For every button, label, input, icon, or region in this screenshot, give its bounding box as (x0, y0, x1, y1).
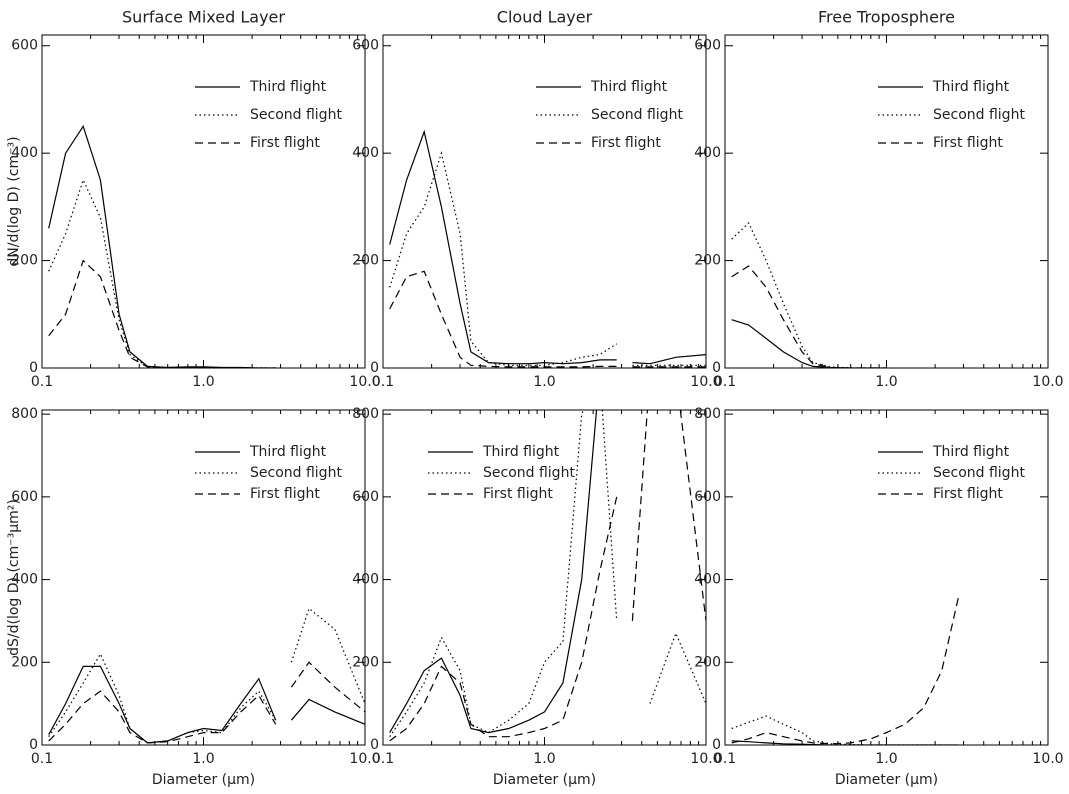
series-line (731, 715, 942, 745)
x-tick-label: 1.0 (533, 751, 555, 767)
y-tick-label: 600 (352, 38, 379, 54)
y-tick-label: 600 (694, 38, 721, 54)
y-axis-label: dS/d(log D) (cm⁻³µm²) (6, 499, 22, 656)
x-tick-label: 10.0 (1032, 751, 1063, 767)
panel-title: Cloud Layer (497, 8, 593, 27)
x-tick-label: 1.0 (192, 751, 214, 767)
series-line (731, 265, 887, 368)
x-axis-label: Diameter (µm) (493, 772, 596, 788)
y-tick-label: 400 (694, 572, 721, 588)
y-axis-label: dN/d(log D) (cm⁻³) (6, 136, 22, 266)
y-tick-label: 800 (11, 406, 38, 422)
x-tick-label: 10.0 (690, 751, 721, 767)
series-line (731, 319, 887, 368)
plot-frame (382, 409, 707, 746)
y-tick-label: 0 (370, 360, 379, 376)
legend-label: Third flight (932, 444, 1010, 460)
plot-frame (724, 409, 1049, 746)
y-tick-label: 0 (29, 360, 38, 376)
y-tick-label: 400 (352, 572, 379, 588)
series-line (389, 129, 706, 365)
y-tick-label: 600 (11, 489, 38, 505)
series-line (48, 124, 276, 368)
legend-label: Second flight (250, 465, 342, 481)
legend-label: First flight (483, 486, 553, 502)
series-line (48, 661, 365, 744)
x-tick-label: 0.1 (714, 374, 736, 390)
series-line (731, 595, 960, 745)
x-tick-label: 10.0 (349, 751, 380, 767)
legend-label: First flight (933, 486, 1003, 502)
panel-title: Surface Mixed Layer (122, 8, 285, 27)
x-tick-label: 0.1 (714, 751, 736, 767)
legend-label: Third flight (249, 79, 327, 95)
legend-label: Second flight (483, 465, 575, 481)
y-tick-label: 0 (370, 737, 379, 753)
legend-label: First flight (250, 135, 320, 151)
legend-label: Third flight (590, 79, 668, 95)
plot-frame (41, 409, 366, 746)
series-line (389, 410, 706, 742)
y-tick-label: 200 (352, 253, 379, 269)
series-line (389, 270, 706, 368)
y-tick-label: 200 (352, 654, 379, 670)
y-tick-label: 600 (694, 489, 721, 505)
x-tick-label: 0.1 (372, 751, 394, 767)
x-tick-label: 10.0 (1032, 374, 1063, 390)
legend-label: Second flight (933, 465, 1025, 481)
y-tick-label: 800 (352, 406, 379, 422)
series-line (48, 178, 276, 368)
x-tick-label: 1.0 (875, 751, 897, 767)
legend-label: Third flight (482, 444, 560, 460)
x-axis-label: Diameter (µm) (835, 772, 938, 788)
y-tick-label: 800 (694, 406, 721, 422)
y-tick-label: 0 (712, 737, 721, 753)
x-axis-label: Diameter (µm) (152, 772, 255, 788)
x-tick-label: 0.1 (31, 374, 53, 390)
x-tick-label: 1.0 (875, 374, 897, 390)
y-tick-label: 200 (694, 253, 721, 269)
y-tick-label: 0 (29, 737, 38, 753)
series-line (48, 607, 365, 744)
y-tick-label: 400 (352, 145, 379, 161)
panel-title: Free Troposphere (818, 8, 955, 27)
legend-label: Second flight (933, 107, 1025, 123)
x-tick-label: 10.0 (349, 374, 380, 390)
y-tick-label: 400 (11, 572, 38, 588)
y-tick-label: 0 (712, 360, 721, 376)
y-tick-label: 200 (694, 654, 721, 670)
legend-label: Second flight (250, 107, 342, 123)
legend-label: Third flight (932, 79, 1010, 95)
x-tick-label: 10.0 (690, 374, 721, 390)
series-line (731, 221, 887, 368)
x-tick-label: 0.1 (31, 751, 53, 767)
x-tick-label: 0.1 (372, 374, 394, 390)
legend-label: First flight (933, 135, 1003, 151)
series-line (731, 740, 959, 745)
x-tick-label: 1.0 (533, 374, 555, 390)
legend-label: Third flight (249, 444, 327, 460)
y-tick-label: 400 (694, 145, 721, 161)
y-tick-label: 400 (11, 145, 38, 161)
legend-label: First flight (250, 486, 320, 502)
series-line (389, 150, 706, 366)
series-line (48, 665, 365, 744)
legend-label: First flight (591, 135, 661, 151)
y-tick-label: 200 (11, 253, 38, 269)
x-tick-label: 1.0 (192, 374, 214, 390)
series-line (389, 410, 598, 734)
y-tick-label: 600 (352, 489, 379, 505)
y-tick-label: 600 (11, 38, 38, 54)
series-line (389, 410, 706, 738)
series-line (48, 259, 276, 368)
y-tick-label: 200 (11, 654, 38, 670)
legend-label: Second flight (591, 107, 683, 123)
